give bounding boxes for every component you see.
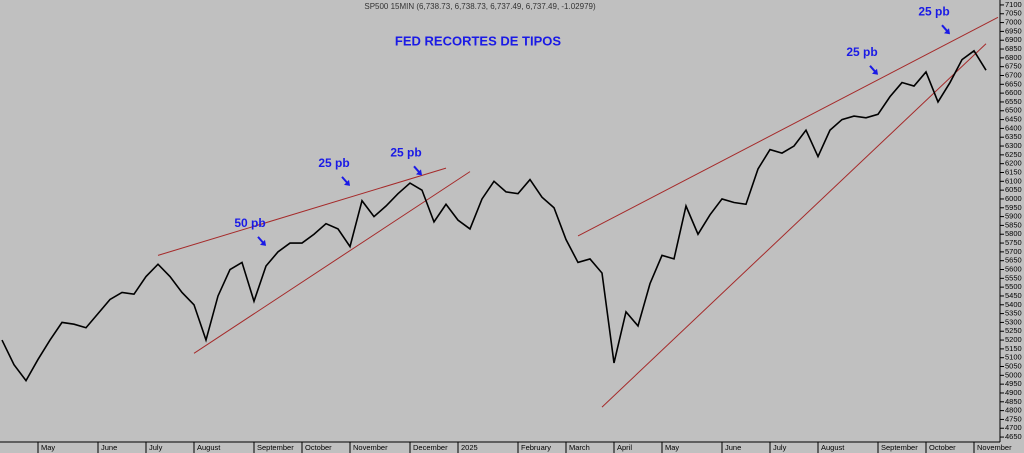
y-tick-label: 6400 [1005,123,1022,132]
y-tick-label: 4850 [1005,397,1022,406]
annotation-label: 25 pb [846,45,877,59]
x-tick-label: August [821,443,845,452]
x-tick-label: June [101,443,117,452]
y-tick-label: 5300 [1005,317,1022,326]
y-tick-label: 5000 [1005,370,1022,379]
y-tick-label: 4650 [1005,432,1022,441]
y-tick-label: 6900 [1005,35,1022,44]
y-tick-label: 5750 [1005,238,1022,247]
chart-header: SP500 15MIN (6,738.73, 6,738.73, 6,737.4… [364,2,596,11]
x-tick-label: October [305,443,332,452]
y-tick-label: 6950 [1005,26,1022,35]
x-tick-label: July [773,443,787,452]
annotation-label: 25 pb [318,156,349,170]
y-tick-label: 7100 [1005,0,1022,9]
trendline [577,16,999,237]
annotation-label: 25 pb [390,145,421,159]
y-tick-label: 5900 [1005,212,1022,221]
y-tick-label: 5100 [1005,353,1022,362]
x-tick-label: May [41,443,55,452]
y-tick-label: 5050 [1005,361,1022,370]
y-tick-label: 5650 [1005,256,1022,265]
y-tick-label: 4800 [1005,406,1022,415]
annotation-arrowhead [872,68,878,75]
y-tick-label: 5850 [1005,220,1022,229]
trendline [193,171,471,354]
trendline [601,43,987,408]
x-tick-label: August [197,443,221,452]
annotation-arrowhead [416,169,422,176]
y-tick-label: 5950 [1005,203,1022,212]
y-tick-label: 6350 [1005,132,1022,141]
x-tick-label: May [665,443,679,452]
y-tick-label: 6500 [1005,106,1022,115]
annotation-arrowhead [944,28,950,35]
price-line [1,49,987,383]
x-tick-label: December [413,443,448,452]
annotation-label: 25 pb [918,4,949,18]
annotation-label: 50 pb [234,216,265,230]
y-tick-label: 5350 [1005,309,1022,318]
y-tick-label: 6650 [1005,79,1022,88]
y-tick-label: 5700 [1005,247,1022,256]
y-tick-label: 6300 [1005,141,1022,150]
y-tick-label: 5400 [1005,300,1022,309]
y-tick-label: 6050 [1005,185,1022,194]
y-tick-label: 7000 [1005,18,1022,27]
y-tick-label: 6150 [1005,167,1022,176]
x-tick-label: July [149,443,163,452]
y-tick-label: 6100 [1005,176,1022,185]
y-tick-label: 5500 [1005,282,1022,291]
y-tick-label: 7050 [1005,9,1022,18]
y-tick-label: 6800 [1005,53,1022,62]
y-tick-label: 4750 [1005,414,1022,423]
y-tick-label: 4700 [1005,423,1022,432]
y-tick-label: 6750 [1005,62,1022,71]
y-tick-label: 5450 [1005,291,1022,300]
x-tick-label: April [617,443,632,452]
y-tick-label: 5150 [1005,344,1022,353]
annotation-arrowhead [260,239,266,246]
y-tick-label: 6450 [1005,115,1022,124]
trendline [157,167,447,256]
y-tick-label: 6600 [1005,88,1022,97]
y-tick-label: 5550 [1005,273,1022,282]
x-tick-label: June [725,443,741,452]
y-tick-label: 4900 [1005,388,1022,397]
x-tick-label: February [521,443,551,452]
y-tick-label: 6700 [1005,70,1022,79]
x-tick-label: 2025 [461,443,478,452]
y-tick-label: 6850 [1005,44,1022,53]
y-tick-label: 5600 [1005,264,1022,273]
x-tick-label: September [881,443,918,452]
x-tick-label: November [977,443,1012,452]
x-tick-label: October [929,443,956,452]
y-tick-label: 4950 [1005,379,1022,388]
y-tick-label: 6000 [1005,194,1022,203]
x-tick-label: March [569,443,590,452]
annotation-arrowhead [344,179,350,186]
x-tick-label: September [257,443,294,452]
y-tick-label: 6250 [1005,150,1022,159]
y-tick-label: 6200 [1005,159,1022,168]
chart-title: FED RECORTES DE TIPOS [395,33,561,48]
y-tick-label: 5250 [1005,326,1022,335]
y-tick-label: 5200 [1005,335,1022,344]
y-tick-label: 6550 [1005,97,1022,106]
x-tick-label: November [353,443,388,452]
y-tick-label: 5800 [1005,229,1022,238]
